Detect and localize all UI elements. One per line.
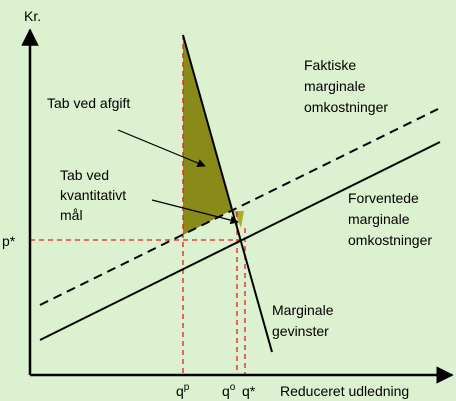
qp-sup: p [184, 382, 190, 393]
arrow-loss-tax [117, 129, 206, 167]
marginal-benefit-label: gevinster [272, 323, 329, 339]
qp-base: q [176, 383, 184, 399]
actual-mc-label: omkostninger [304, 99, 388, 115]
guides [30, 35, 246, 375]
loss-tax-label: Tab ved afgift [47, 95, 130, 111]
qo-base: q [222, 383, 230, 399]
x-axis-label: Reduceret udledning [280, 383, 409, 399]
loss-quantity-label: Tab ved [60, 167, 109, 183]
expected-mc-label: omkostninger [348, 232, 432, 248]
qp-label: qp [176, 382, 190, 399]
y-axis-label: Kr. [24, 8, 41, 24]
qo-sup: o [230, 382, 236, 393]
expected-mc-label: Forventede [348, 190, 419, 206]
qstar-label: q* [242, 383, 256, 399]
loss-tax-area [183, 35, 232, 235]
p-star-label: p* [2, 233, 16, 249]
marginal-benefit-label: Marginale [272, 302, 334, 318]
loss-quantity-label: kvantitativt [60, 187, 126, 203]
arrow-loss-quantity [151, 199, 239, 225]
actual-mc-label: Faktiske [304, 57, 356, 73]
actual-mc-label: marginale [304, 78, 366, 94]
qo-label: qo [222, 382, 236, 399]
marginal-benefit-line [182, 34, 273, 353]
expected-mc-label: marginale [348, 211, 410, 227]
loss-quantity-label: mål [60, 207, 83, 223]
